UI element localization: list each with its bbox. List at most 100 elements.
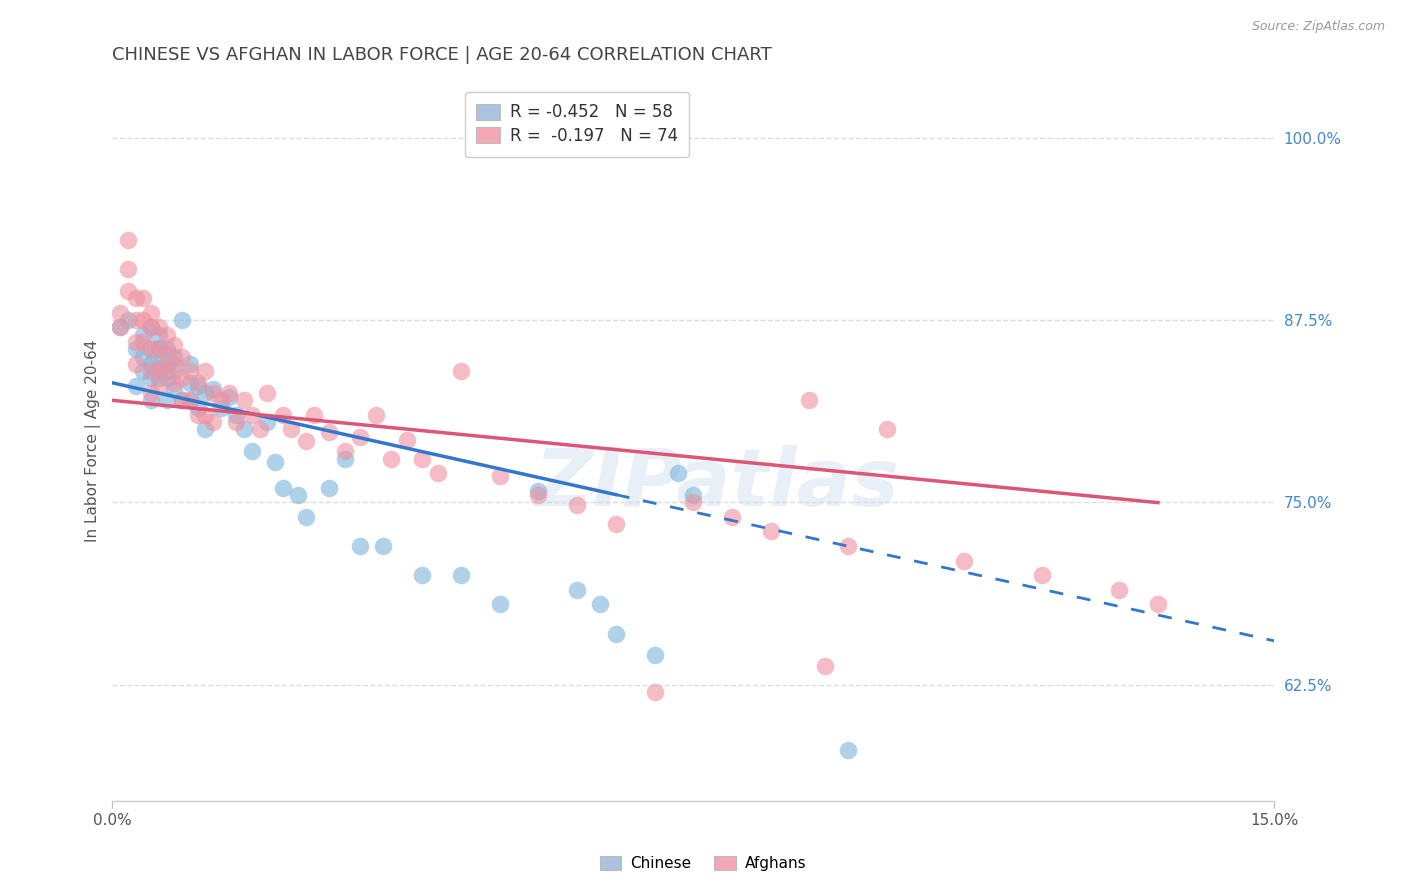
Point <box>1031 568 1053 582</box>
Text: ZIPatlas: ZIPatlas <box>534 445 898 523</box>
Point <box>108 320 131 334</box>
Point <box>132 350 155 364</box>
Point <box>148 341 170 355</box>
Point <box>953 554 976 568</box>
Point <box>163 364 186 378</box>
Point <box>108 320 131 334</box>
Point <box>605 626 627 640</box>
Point <box>295 510 318 524</box>
Point <box>172 393 194 408</box>
Point <box>644 685 666 699</box>
Point <box>148 327 170 342</box>
Point <box>271 408 294 422</box>
Point <box>156 357 179 371</box>
Point <box>148 343 170 357</box>
Point <box>139 386 162 401</box>
Point <box>240 408 263 422</box>
Point <box>218 391 240 405</box>
Point <box>295 434 318 449</box>
Point <box>187 401 209 415</box>
Point <box>179 376 201 390</box>
Point <box>287 488 309 502</box>
Point <box>179 364 201 378</box>
Point <box>837 743 859 757</box>
Point <box>132 313 155 327</box>
Point <box>117 262 139 277</box>
Point <box>124 291 146 305</box>
Point <box>139 320 162 334</box>
Point <box>163 382 186 396</box>
Point <box>139 343 162 357</box>
Point <box>876 422 898 436</box>
Point <box>124 378 146 392</box>
Point <box>139 320 162 334</box>
Point <box>318 481 340 495</box>
Point <box>666 466 689 480</box>
Point <box>117 233 139 247</box>
Point <box>172 313 194 327</box>
Point <box>139 393 162 408</box>
Point <box>202 415 225 429</box>
Point <box>187 378 209 392</box>
Point <box>256 415 278 429</box>
Point <box>644 648 666 663</box>
Point <box>202 386 225 401</box>
Point <box>565 498 588 512</box>
Point <box>411 568 433 582</box>
Point <box>156 364 179 378</box>
Point <box>373 539 395 553</box>
Text: CHINESE VS AFGHAN IN LABOR FORCE | AGE 20-64 CORRELATION CHART: CHINESE VS AFGHAN IN LABOR FORCE | AGE 2… <box>112 46 772 64</box>
Point <box>349 539 371 553</box>
Point <box>411 451 433 466</box>
Point <box>172 393 194 408</box>
Point <box>799 393 821 408</box>
Legend: Chinese, Afghans: Chinese, Afghans <box>593 849 813 877</box>
Point <box>124 343 146 357</box>
Point <box>565 582 588 597</box>
Point <box>194 364 217 378</box>
Point <box>240 444 263 458</box>
Point <box>124 313 146 327</box>
Point <box>488 469 510 483</box>
Point <box>124 334 146 349</box>
Point <box>218 386 240 401</box>
Point <box>156 393 179 408</box>
Point <box>139 343 162 357</box>
Point <box>527 483 550 498</box>
Point <box>117 284 139 298</box>
Point <box>148 378 170 392</box>
Point <box>124 357 146 371</box>
Point <box>156 343 179 357</box>
Point <box>225 415 247 429</box>
Point <box>364 408 387 422</box>
Point <box>280 422 302 436</box>
Point <box>202 382 225 396</box>
Point <box>233 422 256 436</box>
Point <box>172 371 194 385</box>
Point <box>187 376 209 390</box>
Point <box>1108 582 1130 597</box>
Point <box>179 393 201 408</box>
Point <box>132 291 155 305</box>
Point <box>682 488 704 502</box>
Point <box>837 539 859 553</box>
Point <box>759 524 782 539</box>
Point <box>814 658 837 673</box>
Point <box>108 306 131 320</box>
Point <box>163 338 186 352</box>
Point <box>139 357 162 371</box>
Point <box>605 517 627 532</box>
Point <box>163 350 186 364</box>
Point <box>163 357 186 371</box>
Point <box>132 364 155 378</box>
Point <box>589 598 612 612</box>
Point <box>132 327 155 342</box>
Point <box>156 371 179 385</box>
Point <box>194 386 217 401</box>
Point <box>139 306 162 320</box>
Point <box>256 386 278 401</box>
Point <box>527 488 550 502</box>
Point <box>249 422 271 436</box>
Point <box>426 466 449 480</box>
Text: Source: ZipAtlas.com: Source: ZipAtlas.com <box>1251 20 1385 33</box>
